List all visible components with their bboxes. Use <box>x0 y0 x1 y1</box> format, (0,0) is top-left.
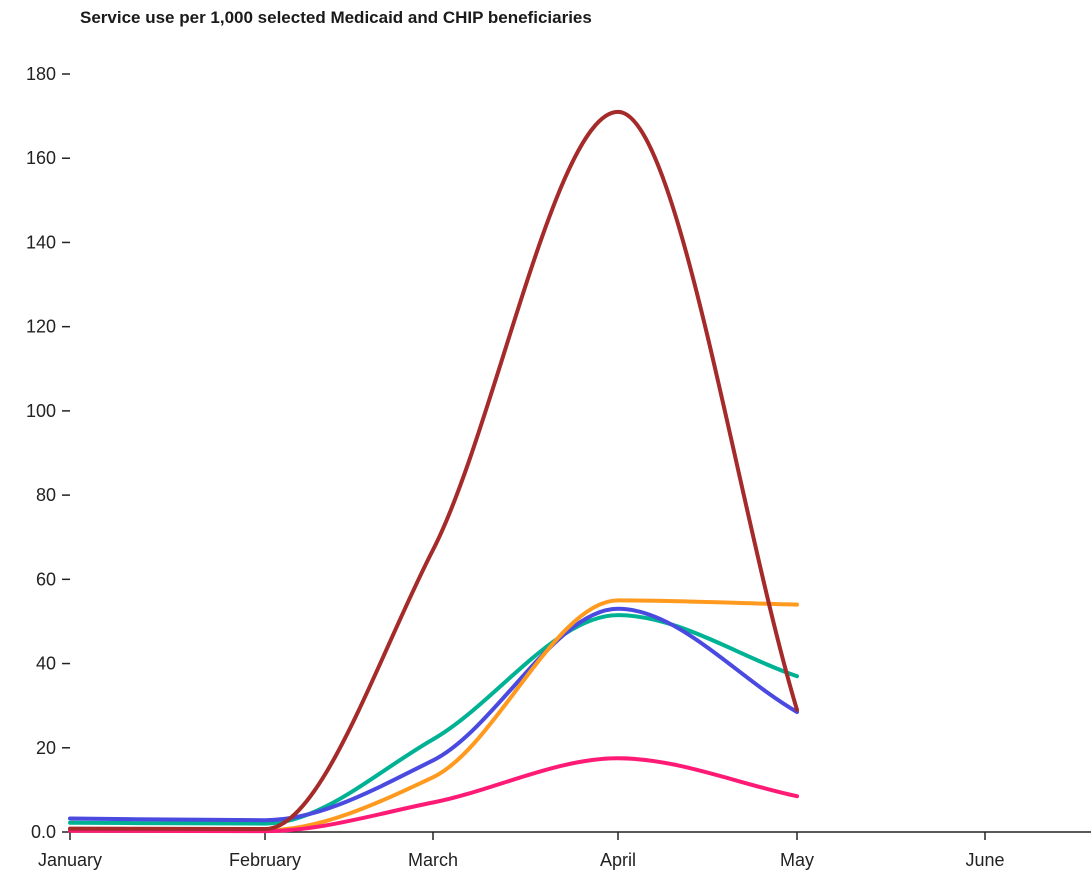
chart-title: Service use per 1,000 selected Medicaid … <box>80 8 592 27</box>
y-tick-label: 0.0 <box>31 822 56 842</box>
series-line-5 <box>68 109 799 832</box>
x-tick-label: June <box>965 850 1004 870</box>
y-tick-label: 180 <box>26 64 56 84</box>
x-tick-label: March <box>408 850 458 870</box>
x-tick-label: May <box>780 850 814 870</box>
series-line-4 <box>68 756 799 834</box>
y-tick-label: 80 <box>36 485 56 505</box>
x-tick-label: February <box>229 850 301 870</box>
series-group <box>68 109 799 834</box>
y-tick-label: 20 <box>36 738 56 758</box>
x-tick-label: April <box>600 850 636 870</box>
x-tick-label: January <box>38 850 102 870</box>
y-tick-label: 40 <box>36 654 56 674</box>
axes: 0.0 20 40 60 80 100 120 140 160 180 January Februar… <box>26 64 1091 870</box>
y-tick-label: 140 <box>26 232 56 252</box>
series-line-1 <box>68 613 799 826</box>
y-tick-label: 60 <box>36 569 56 589</box>
y-tick-label: 100 <box>26 401 56 421</box>
y-tick-label: 160 <box>26 148 56 168</box>
y-tick-label: 120 <box>26 317 56 337</box>
series-line-2 <box>68 606 799 823</box>
